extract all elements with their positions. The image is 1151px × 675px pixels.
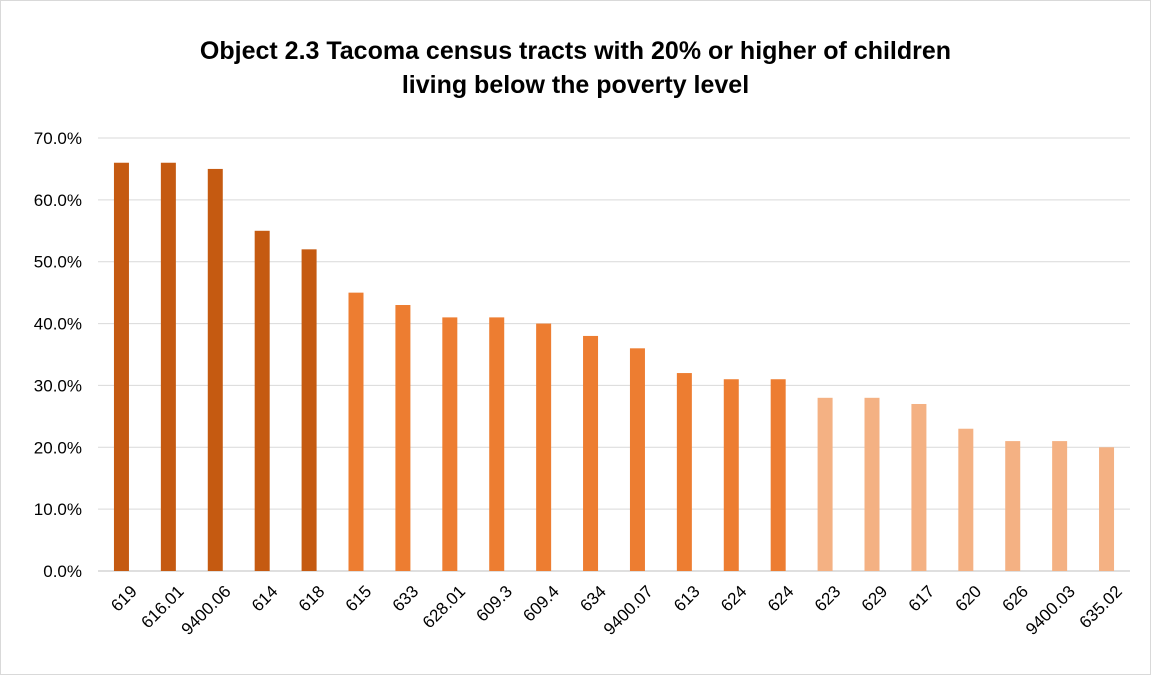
x-tick-label: 633 xyxy=(389,582,422,615)
y-tick-label: 40.0% xyxy=(34,315,82,334)
bar xyxy=(395,305,411,571)
y-tick-label: 20.0% xyxy=(34,438,82,457)
y-tick-label: 30.0% xyxy=(34,376,82,395)
x-tick-label: 9400.07 xyxy=(600,582,657,639)
bar xyxy=(254,230,270,572)
bar xyxy=(629,348,645,571)
y-tick-label: 70.0% xyxy=(34,129,82,148)
x-tick-label: 615 xyxy=(342,582,375,615)
bar xyxy=(1099,447,1115,571)
gridlines xyxy=(98,137,1130,572)
bar xyxy=(911,403,927,571)
x-tick-label: 628.01 xyxy=(419,582,469,632)
x-tick-label: 620 xyxy=(952,582,985,615)
x-tick-label: 624 xyxy=(764,582,797,615)
y-tick-label: 10.0% xyxy=(34,500,82,519)
bar xyxy=(301,249,317,572)
x-tick-label: 613 xyxy=(670,582,703,615)
bar xyxy=(723,379,739,571)
x-tick-label: 623 xyxy=(811,582,844,615)
x-tick-label: 609.4 xyxy=(519,582,563,626)
chart-title-line-2: living below the poverty level xyxy=(401,71,750,99)
x-tick-label: 9400.06 xyxy=(178,582,235,639)
x-tick-label: 617 xyxy=(905,582,938,615)
bars xyxy=(113,162,1115,572)
x-tick-label: 9400.03 xyxy=(1022,582,1079,639)
x-tick-label: 624 xyxy=(717,582,750,615)
x-tick-label: 629 xyxy=(858,582,891,615)
bar xyxy=(583,335,599,571)
bar xyxy=(676,373,692,571)
bar xyxy=(489,317,505,571)
bar xyxy=(348,292,364,571)
bar xyxy=(958,428,974,571)
x-tick-label: 609.3 xyxy=(473,582,517,626)
chart-title: Object 2.3 Tacoma census tracts with 20%… xyxy=(0,34,1151,102)
y-tick-label: 60.0% xyxy=(34,191,82,210)
x-tick-label: 619 xyxy=(107,582,140,615)
x-tick-label: 618 xyxy=(295,582,328,615)
y-tick-label: 50.0% xyxy=(34,253,82,272)
bar xyxy=(817,397,833,571)
bar xyxy=(207,168,223,571)
x-tick-label: 626 xyxy=(999,582,1032,615)
bar xyxy=(113,162,129,571)
x-tick-label: 634 xyxy=(576,582,609,615)
bar xyxy=(1052,441,1068,571)
bar xyxy=(864,397,880,571)
y-axis-ticks: 0.0% 10.0% 20.0% 30.0% 40.0% 50.0% 60.0% 70.0% xyxy=(34,129,82,581)
bar xyxy=(442,317,458,571)
x-tick-label: 635.02 xyxy=(1076,582,1126,632)
chart-title-line-1: Object 2.3 Tacoma census tracts with 20%… xyxy=(199,37,952,65)
bar xyxy=(1005,441,1021,571)
bar xyxy=(536,323,552,571)
bar xyxy=(160,162,176,571)
y-tick-label: 0.0% xyxy=(43,562,82,581)
bar xyxy=(770,379,786,571)
x-tick-label: 614 xyxy=(248,582,281,615)
